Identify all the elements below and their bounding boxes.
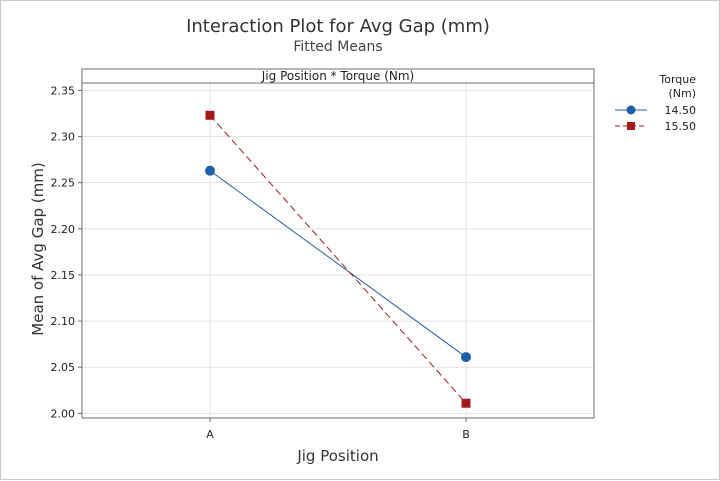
plot-area xyxy=(81,82,595,419)
legend-items: 14.50 15.50 xyxy=(615,104,696,133)
series-line xyxy=(209,170,467,358)
series-layer xyxy=(205,110,471,408)
data-point xyxy=(461,352,471,363)
legend-title: Torque xyxy=(658,73,696,86)
y-tick-label: 2.20 xyxy=(51,223,76,236)
legend-label: 14.50 xyxy=(665,104,697,117)
x-tick-label: B xyxy=(462,428,470,441)
y-tick-label: 2.25 xyxy=(51,177,76,190)
series-line xyxy=(209,114,467,404)
panel-label: Jig Position * Torque (Nm) xyxy=(261,69,414,83)
y-tick-label: 2.05 xyxy=(51,361,76,374)
y-tick-label: 2.10 xyxy=(51,315,76,328)
legend: Torque (Nm) 14.50 15.50 xyxy=(615,73,696,133)
chart-subtitle: Fitted Means xyxy=(293,39,382,55)
legend-title-unit: (Nm) xyxy=(668,87,696,100)
y-axis-ticks: 2.00 2.05 2.10 2.15 2.20 2.25 2.30 2.35 xyxy=(51,84,82,420)
data-point xyxy=(205,165,215,176)
y-tick-label: 2.35 xyxy=(51,84,76,97)
x-axis-title: Jig Position xyxy=(296,447,378,465)
y-axis-title: Mean of Avg Gap (mm) xyxy=(29,162,47,335)
legend-marker xyxy=(626,105,636,115)
data-point xyxy=(205,110,215,120)
legend-marker xyxy=(627,122,635,130)
y-tick-label: 2.00 xyxy=(51,407,76,420)
y-tick-label: 2.15 xyxy=(51,269,76,282)
gridlines xyxy=(82,83,594,418)
legend-label: 15.50 xyxy=(665,120,697,133)
chart-title: Interaction Plot for Avg Gap (mm) xyxy=(186,16,490,37)
data-point xyxy=(461,398,471,408)
x-tick-label: A xyxy=(206,428,214,441)
y-tick-label: 2.30 xyxy=(51,131,76,144)
